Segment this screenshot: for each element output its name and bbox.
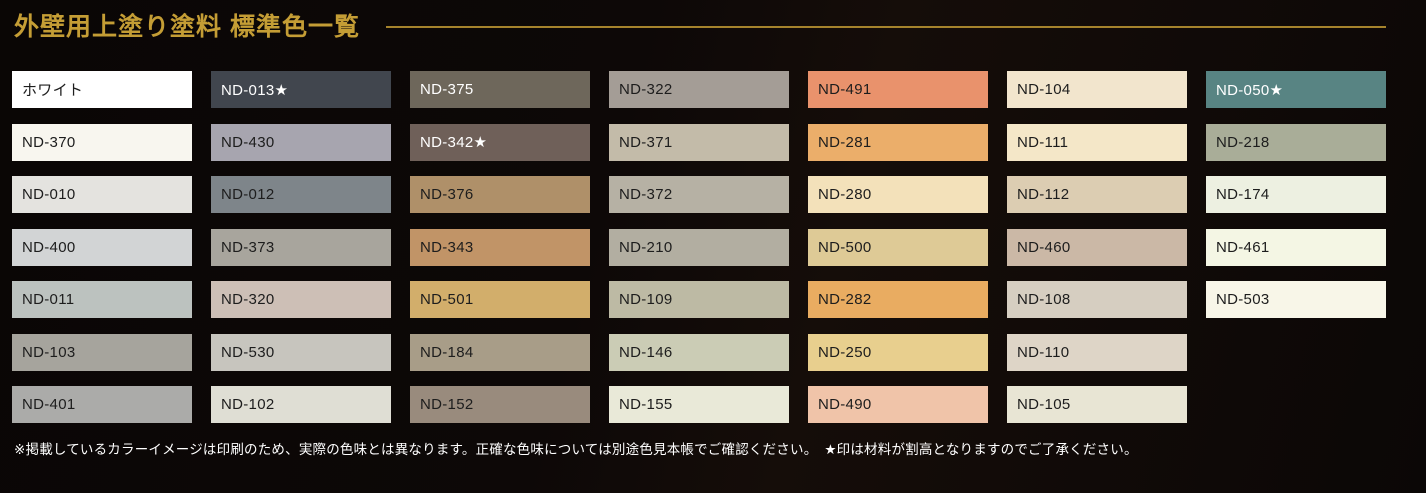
swatch-label: ND-011: [22, 291, 75, 308]
swatch-label: ND-108: [1017, 291, 1071, 308]
color-swatch: ND-105: [1007, 386, 1187, 423]
color-swatch: ND-102: [211, 386, 391, 423]
color-swatch: ND-108: [1007, 281, 1187, 318]
swatch-label: ND-282: [818, 291, 872, 308]
swatch-label: ND-376: [420, 186, 474, 203]
color-swatch: ND-375: [410, 71, 590, 108]
swatch-label: ND-280: [818, 186, 872, 203]
swatch-label: ND-010: [22, 186, 76, 203]
color-swatch: ND-490: [808, 386, 988, 423]
color-swatch: ND-372: [609, 176, 789, 213]
swatch-label: ND-152: [420, 396, 474, 413]
color-swatch: ND-370: [12, 123, 192, 161]
color-swatch: ND-146: [609, 333, 789, 371]
swatch-label: ND-281: [818, 133, 872, 151]
swatch-label: ND-109: [619, 291, 673, 308]
footnote-text: ※掲載しているカラーイメージは印刷のため、実際の色味とは異なります。正確な色味に…: [14, 442, 1138, 457]
color-swatch: ND-281: [808, 123, 988, 161]
color-swatch: ND-110: [1007, 333, 1187, 371]
color-swatch: ND-500: [808, 228, 988, 266]
color-swatch: ND-280: [808, 176, 988, 213]
color-swatch: ND-210: [609, 228, 789, 266]
color-swatch: ND-373: [211, 228, 391, 266]
swatch-label: ND-460: [1017, 238, 1071, 256]
color-swatch: ND-400: [12, 228, 192, 266]
swatch-label: ND-102: [221, 396, 275, 413]
header: 外壁用上塗り塗料 標準色一覧: [14, 8, 1386, 46]
swatch-label: ND-530: [221, 343, 275, 361]
swatch-label: ND-012: [221, 186, 275, 203]
color-swatch: ND-111: [1007, 123, 1187, 161]
color-swatch: ND-103: [12, 333, 192, 371]
color-swatch: ND-011: [12, 281, 192, 318]
swatch-label: ND-104: [1017, 81, 1071, 98]
swatch-label: ND-343: [420, 238, 474, 256]
color-swatch: ND-376: [410, 176, 590, 213]
swatch-label: ND-110: [1017, 343, 1070, 361]
color-swatch: ND-342★: [410, 123, 590, 161]
swatch-label: ND-322: [619, 81, 673, 98]
swatch-label: ND-503: [1216, 291, 1270, 308]
swatch-label: ND-501: [420, 291, 474, 308]
color-swatch: ND-152: [410, 386, 590, 423]
swatch-label: ND-103: [22, 343, 76, 361]
color-swatch: ND-501: [410, 281, 590, 318]
color-swatch: ND-343: [410, 228, 590, 266]
swatch-label: ND-400: [22, 238, 76, 256]
swatch-label: ND-401: [22, 396, 76, 413]
color-swatch: ND-250: [808, 333, 988, 371]
swatch-grid: ホワイト ND-013★ ND-375 ND-322 ND-491 ND-104 ND-05…: [12, 71, 1386, 423]
color-swatch: ND-530: [211, 333, 391, 371]
swatch-label: ND-320: [221, 291, 275, 308]
color-swatch: ND-491: [808, 71, 988, 108]
page-title: 外壁用上塗り塗料 標準色一覧: [14, 13, 360, 41]
color-swatch: ND-184: [410, 333, 590, 371]
color-swatch: ND-371: [609, 123, 789, 161]
color-swatch: ND-503: [1206, 281, 1386, 318]
swatch-label: ND-218: [1216, 133, 1270, 151]
swatch-label: ND-461: [1216, 238, 1270, 256]
swatch-label: ND-490: [818, 396, 872, 413]
swatch-label: ND-500: [818, 238, 872, 256]
swatch-label: ND-210: [619, 238, 673, 256]
color-swatch: ND-013★: [211, 71, 391, 108]
swatch-label: ND-146: [619, 343, 673, 361]
color-swatch: ND-155: [609, 386, 789, 423]
color-swatch: ND-174: [1206, 176, 1386, 213]
swatch-label: ND-050★: [1216, 81, 1284, 99]
color-swatch: ND-050★: [1206, 71, 1386, 108]
color-swatch: ND-460: [1007, 228, 1187, 266]
swatch-label: ND-250: [818, 343, 872, 361]
color-swatch: ホワイト: [12, 71, 192, 108]
color-swatch: ND-282: [808, 281, 988, 318]
swatch-label: ND-105: [1017, 396, 1071, 413]
swatch-label: ND-342★: [420, 134, 488, 151]
swatch-label: ND-372: [619, 186, 673, 203]
swatch-label: ND-370: [22, 133, 76, 151]
swatch-label: ND-174: [1216, 186, 1270, 203]
swatch-label: ND-112: [1017, 186, 1070, 203]
swatch-label: ND-155: [619, 396, 673, 413]
color-swatch: ND-112: [1007, 176, 1187, 213]
swatch-label: ND-371: [619, 133, 673, 151]
color-swatch: ND-012: [211, 176, 391, 213]
color-swatch: ND-104: [1007, 71, 1187, 108]
swatch-label: ホワイト: [22, 82, 84, 99]
color-swatch: ND-218: [1206, 123, 1386, 161]
color-swatch: ND-430: [211, 123, 391, 161]
swatch-label: ND-373: [221, 238, 275, 256]
swatch-label: ND-111: [1017, 133, 1069, 151]
swatch-label: ND-491: [818, 81, 872, 98]
color-swatch: ND-010: [12, 176, 192, 213]
title-rule-line: [385, 26, 1386, 28]
color-swatch: ND-401: [12, 386, 192, 423]
color-swatch: ND-320: [211, 281, 391, 318]
color-swatch: ND-109: [609, 281, 789, 318]
color-swatch: ND-322: [609, 71, 789, 108]
color-swatch: ND-461: [1206, 228, 1386, 266]
swatch-label: ND-184: [420, 343, 474, 361]
swatch-label: ND-375: [420, 81, 474, 98]
swatch-label: ND-013★: [221, 81, 289, 99]
swatch-label: ND-430: [221, 133, 275, 151]
